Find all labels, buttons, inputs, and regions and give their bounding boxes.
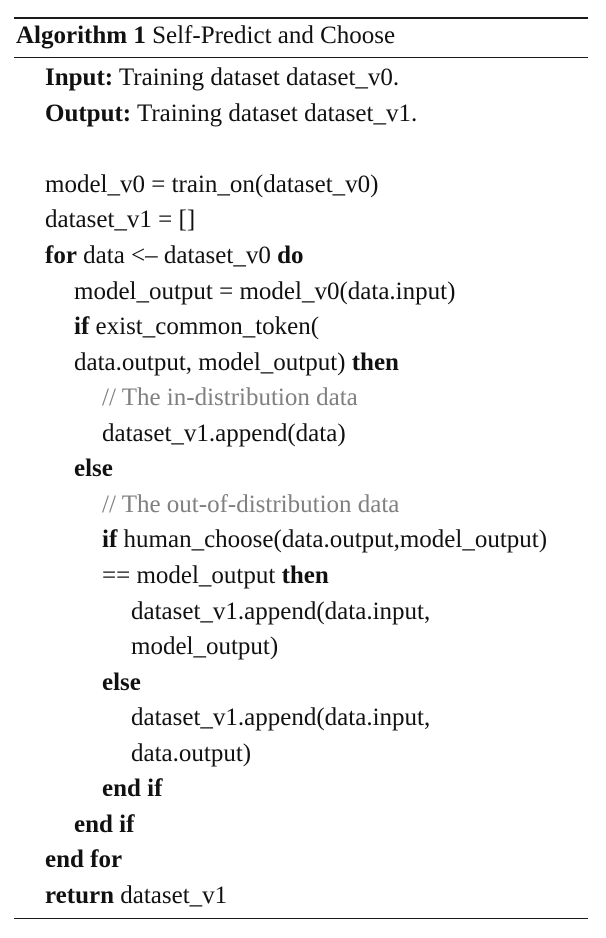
do-keyword: do: [277, 242, 304, 269]
if2-text: human_choose(data.output,model_output): [123, 526, 548, 553]
output-line: Output: Training dataset dataset_v1.: [45, 99, 417, 129]
for-text: data <– dataset_v0: [83, 242, 271, 269]
output-text: Training dataset dataset_v1.: [136, 100, 418, 127]
then-keyword: then: [351, 349, 399, 376]
code-line-return: return dataset_v1: [45, 881, 227, 911]
code-line-for: for data <– dataset_v0 do: [45, 241, 303, 271]
code-line-if1: if exist_common_token(: [74, 312, 319, 342]
code-line-append3a: dataset_v1.append(data.input,: [131, 704, 431, 731]
if-keyword-2: if: [102, 526, 118, 553]
code-line-init: dataset_v1 = []: [45, 206, 196, 233]
caption-rule: [14, 57, 588, 58]
code-line-append2a: dataset_v1.append(data.input,: [131, 598, 431, 625]
input-line: Input: Training dataset dataset_v0.: [45, 63, 399, 93]
comment-out-of-distribution: // The out-of-distribution data: [102, 491, 400, 518]
algorithm-label: Algorithm 1: [16, 22, 146, 49]
comment-in-distribution: // The in-distribution data: [102, 384, 358, 411]
code-line-append1: dataset_v1.append(data): [102, 420, 346, 447]
code-line-append3b: data.output): [131, 740, 252, 767]
end-for: end for: [45, 846, 123, 873]
for-keyword: for: [45, 242, 77, 269]
then-keyword-2: then: [281, 562, 329, 589]
if2-continuation: == model_output: [102, 562, 276, 589]
if-keyword: if: [74, 313, 90, 340]
return-keyword: return: [45, 882, 114, 909]
else-keyword: else: [74, 455, 113, 482]
return-text: dataset_v1: [120, 882, 228, 909]
top-rule: [14, 17, 588, 19]
algorithm-title: Self-Predict and Choose: [152, 22, 396, 49]
code-line-append2b: model_output): [131, 633, 279, 660]
end-if-outer: end if: [74, 811, 135, 838]
if1-continuation: data.output, model_output): [74, 349, 346, 376]
bottom-rule: [14, 918, 588, 919]
if1-text: exist_common_token(: [95, 313, 320, 340]
end-if-inner: end if: [102, 775, 163, 802]
input-keyword: Input:: [45, 64, 114, 91]
code-line-if2: if human_choose(data.output,model_output…: [102, 525, 547, 555]
output-keyword: Output:: [45, 100, 132, 127]
code-line-if1-cont: data.output, model_output) then: [74, 348, 399, 378]
else-keyword-2: else: [102, 669, 141, 696]
code-line-train: model_v0 = train_on(dataset_v0): [45, 171, 379, 198]
input-text: Training dataset dataset_v0.: [118, 64, 400, 91]
algorithm-caption: Algorithm 1 Self-Predict and Choose: [16, 21, 395, 51]
code-line-predict: model_output = model_v0(data.input): [74, 278, 456, 305]
code-line-if2-cont: == model_output then: [102, 561, 329, 591]
